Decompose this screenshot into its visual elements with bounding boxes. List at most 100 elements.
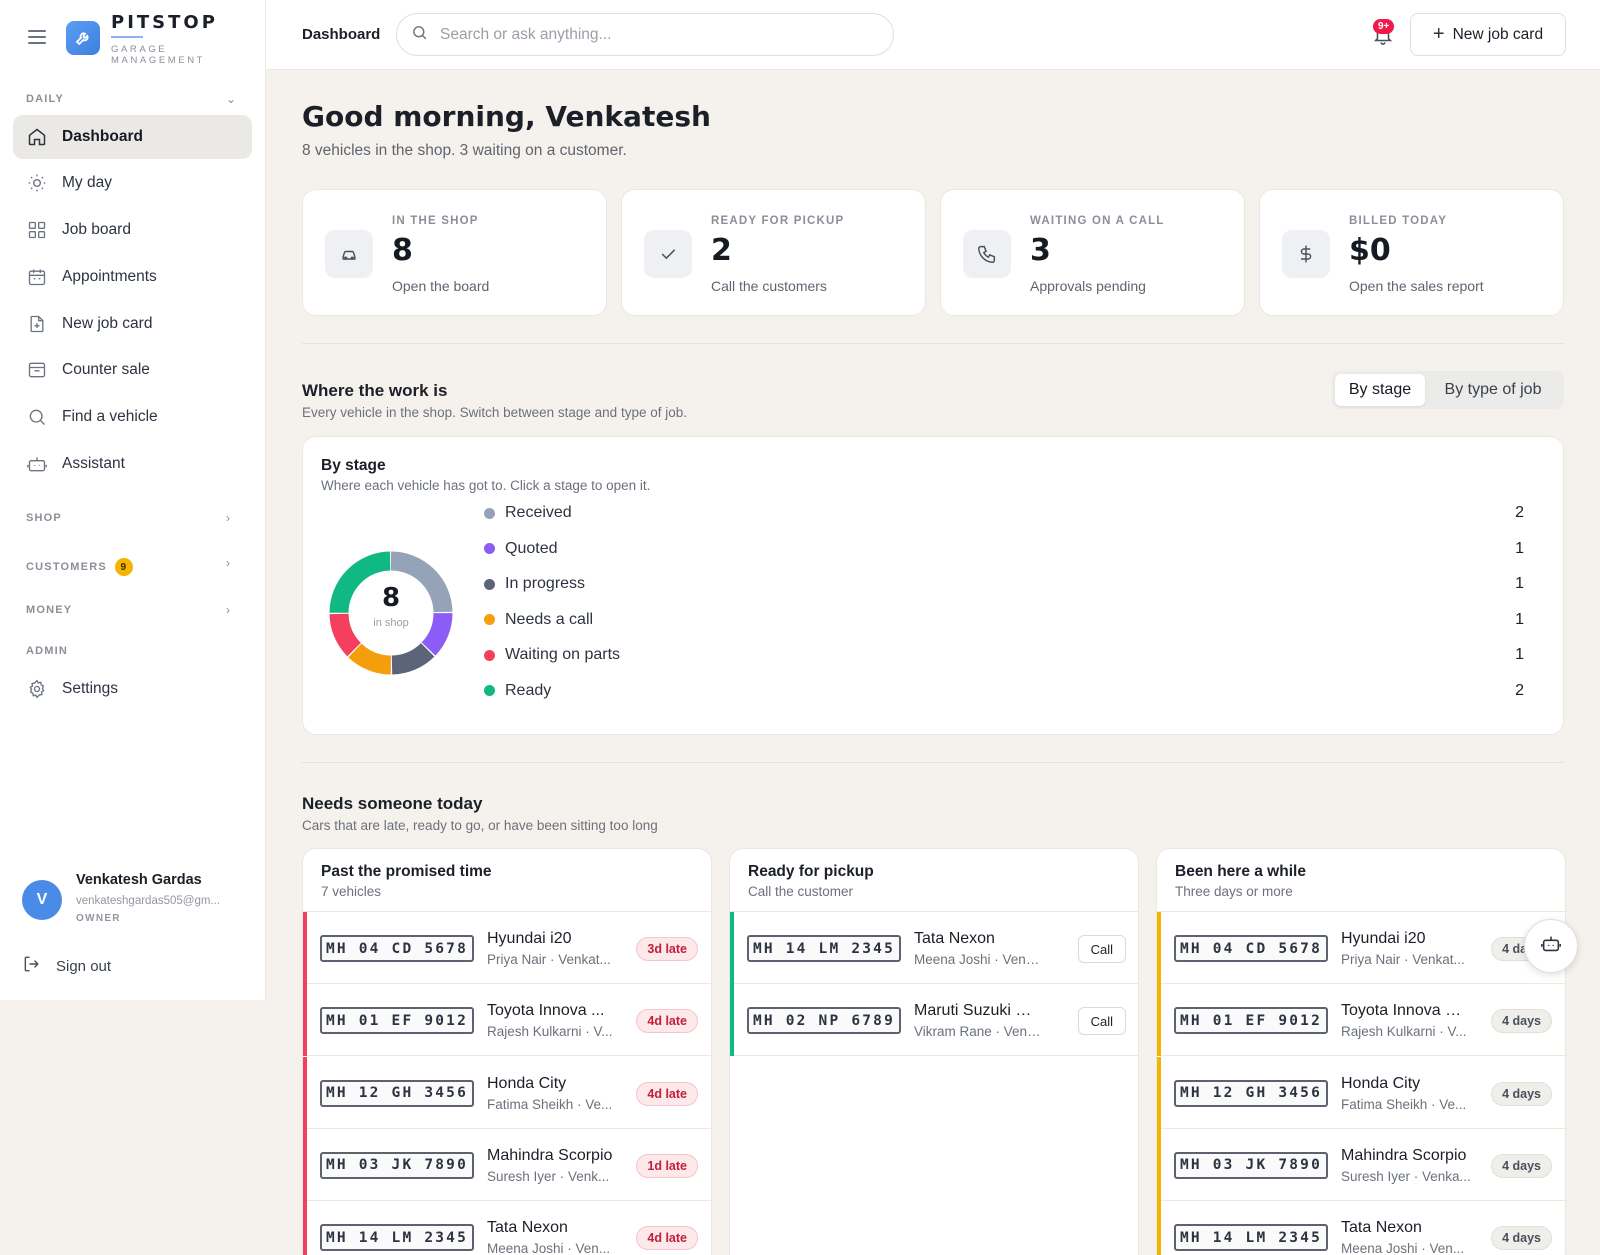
stat-card-ready-pickup[interactable]: READY FOR PICKUP 2 Call the customers xyxy=(621,189,926,316)
stat-card-billed-today[interactable]: BILLED TODAY $0 Open the sales report xyxy=(1259,189,1564,316)
row-accent-bar xyxy=(730,912,734,984)
stage-row-needs-a-call[interactable]: Needs a call 1 xyxy=(484,607,1524,633)
late-badge: 1d late xyxy=(636,1153,698,1178)
vehicle-model: Hyundai i20 xyxy=(1341,930,1426,947)
section-customers[interactable]: CUSTOMERS 9 xyxy=(26,558,133,576)
chevron-down-icon[interactable]: ⌄ xyxy=(226,92,237,106)
sidebar-item-appointments[interactable]: Appointments xyxy=(13,255,252,299)
call-button[interactable]: Call xyxy=(1077,935,1126,963)
assistant-fab-button[interactable] xyxy=(1524,919,1578,973)
stage-row-in-progress[interactable]: In progress 1 xyxy=(484,571,1524,597)
donut-slice-received[interactable] xyxy=(329,551,453,675)
wrench-logo-icon xyxy=(66,21,100,55)
stage-row-quoted[interactable]: Quoted 1 xyxy=(484,536,1524,562)
sidebar-item-assistant[interactable]: Assistant xyxy=(13,442,252,486)
vehicle-model: Hyundai i20 xyxy=(487,930,572,947)
section-customers-label: CUSTOMERS xyxy=(26,561,107,573)
vehicle-row[interactable]: MH 03 JK 7890 Mahindra Scorpio Suresh Iyer… xyxy=(303,1128,711,1201)
sidebar-item-label: Job board xyxy=(62,221,131,238)
sidebar-item-new-job-card[interactable]: New job card xyxy=(13,302,252,346)
stage-name: Quoted xyxy=(505,539,558,557)
section-shop[interactable]: SHOP xyxy=(26,512,62,524)
vehicle-owner: Vikram Rane · Venkat... xyxy=(914,1024,1044,1040)
chevron-right-icon[interactable]: › xyxy=(226,556,230,570)
vehicle-row[interactable]: MH 02 NP 6789 Maruti Suzuki Bal... Vikram … xyxy=(730,984,1138,1057)
sidebar-item-dashboard[interactable]: Dashboard xyxy=(13,115,252,159)
check-icon xyxy=(644,230,692,278)
dollar-icon xyxy=(1282,230,1330,278)
vehicle-model: Tata Nexon xyxy=(1341,1219,1422,1237)
menu-icon[interactable] xyxy=(28,30,46,44)
column-title: Past the promised time xyxy=(321,863,492,880)
stage-count: 1 xyxy=(1515,575,1524,592)
stage-donut-chart[interactable] xyxy=(325,547,457,679)
stat-link[interactable]: Call the customers xyxy=(711,278,827,294)
vehicle-row[interactable]: MH 04 CD 5678 Hyundai i20 Priya Nair · Ven… xyxy=(1157,912,1565,984)
brand: PITSTOP GARAGE MANAGEMENT xyxy=(0,0,266,80)
stat-link[interactable]: Open the board xyxy=(392,278,490,294)
stage-row-waiting-on-parts[interactable]: Waiting on parts 1 xyxy=(484,642,1524,668)
vehicle-row[interactable]: MH 03 JK 7890 Mahindra Scorpio Suresh Iyer… xyxy=(1157,1128,1565,1201)
column-past-promised: Past the promised time 7 vehicles MH 04 … xyxy=(302,848,712,1255)
row-accent-bar xyxy=(303,1056,307,1129)
section-daily[interactable]: DAILY xyxy=(26,93,64,105)
vehicle-row[interactable]: MH 12 GH 3456 Honda City Fatima Sheikh · V… xyxy=(1157,1056,1565,1129)
new-job-card-button[interactable]: + New job card xyxy=(1410,13,1566,56)
column-subtitle: 7 vehicles xyxy=(321,884,382,899)
stat-link[interactable]: Approvals pending xyxy=(1030,278,1146,294)
stat-link[interactable]: Open the sales report xyxy=(1349,278,1484,294)
sign-out-button[interactable]: Sign out xyxy=(22,954,111,979)
stat-label: WAITING ON A CALL xyxy=(1030,215,1165,227)
column-subtitle: Call the customer xyxy=(748,884,854,899)
section-money[interactable]: MONEY xyxy=(26,604,73,616)
vehicle-model: Toyota Innova C... xyxy=(1341,1002,1469,1020)
vehicle-owner: Suresh Iyer · Venk... xyxy=(487,1168,610,1184)
days-badge: 4 days xyxy=(1491,1081,1552,1106)
search-input[interactable] xyxy=(440,25,860,44)
grid-icon xyxy=(27,220,47,240)
vehicle-model: Honda City xyxy=(1341,1074,1421,1092)
vehicle-row[interactable]: MH 14 LM 2345 Tata Nexon Meena Joshi · Ven… xyxy=(1157,1201,1565,1255)
section-subtitle-work: Every vehicle in the shop. Switch betwee… xyxy=(302,405,687,420)
stat-label: BILLED TODAY xyxy=(1349,215,1448,227)
sidebar-item-my-day[interactable]: My day xyxy=(13,161,252,205)
license-plate: MH 14 LM 2345 xyxy=(320,1224,474,1252)
stat-card-in-shop[interactable]: IN THE SHOP 8 Open the board xyxy=(302,189,607,316)
stage-row-received[interactable]: Received 2 xyxy=(484,500,1524,526)
search-bar[interactable] xyxy=(396,13,894,56)
vehicle-row[interactable]: MH 14 LM 2345 Tata Nexon Meena Joshi · Ven… xyxy=(730,912,1138,984)
toggle-by-stage[interactable]: By stage xyxy=(1335,374,1425,406)
vehicle-row[interactable]: MH 12 GH 3456 Honda City Fatima Sheikh · V… xyxy=(303,1056,711,1129)
toggle-by-type[interactable]: By type of job xyxy=(1444,381,1542,398)
avatar: V xyxy=(22,880,62,920)
chevron-right-icon[interactable]: › xyxy=(226,511,230,525)
column-divider xyxy=(303,911,711,912)
sidebar-item-job-board[interactable]: Job board xyxy=(13,208,252,252)
stat-card-waiting-call[interactable]: WAITING ON A CALL 3 Approvals pending xyxy=(940,189,1245,316)
section-admin: ADMIN xyxy=(26,645,69,657)
license-plate: MH 03 JK 7890 xyxy=(1174,1151,1328,1179)
sidebar-item-settings[interactable]: Settings xyxy=(13,667,252,711)
user-profile[interactable]: V Venkatesh Gardas venkateshgardas505@gm… xyxy=(22,872,262,932)
sidebar-item-label: My day xyxy=(62,174,112,191)
stat-value: $0 xyxy=(1349,233,1391,268)
stage-name: Received xyxy=(505,504,572,521)
sidebar-item-label: New job card xyxy=(62,315,153,332)
vehicle-row[interactable]: MH 04 CD 5678 Hyundai i20 Priya Nair · Ven… xyxy=(303,912,711,984)
gear-icon xyxy=(27,679,47,699)
sidebar-item-find-vehicle[interactable]: Find a vehicle xyxy=(13,395,252,439)
sidebar-item-label: Appointments xyxy=(62,268,157,285)
vehicle-row[interactable]: MH 14 LM 2345 Tata Nexon Meena Joshi · Ven… xyxy=(303,1201,711,1255)
legend-dot xyxy=(484,685,495,696)
stage-name: Waiting on parts xyxy=(505,646,621,663)
user-email: venkateshgardas505@gm... xyxy=(76,895,221,907)
sidebar-item-counter-sale[interactable]: Counter sale xyxy=(13,348,252,392)
chevron-right-icon[interactable]: › xyxy=(226,603,230,617)
license-plate: MH 12 GH 3456 xyxy=(1174,1079,1328,1107)
license-plate: MH 04 CD 5678 xyxy=(1174,935,1328,962)
section-title-work: Where the work is xyxy=(302,381,448,400)
vehicle-row[interactable]: MH 01 EF 9012 Toyota Innova C... Rajesh Ku… xyxy=(1157,984,1565,1057)
call-button[interactable]: Call xyxy=(1077,1007,1126,1036)
stage-row-ready[interactable]: Ready 2 xyxy=(484,678,1524,704)
vehicle-row[interactable]: MH 01 EF 9012 Toyota Innova ... Rajesh Kul… xyxy=(303,984,711,1057)
